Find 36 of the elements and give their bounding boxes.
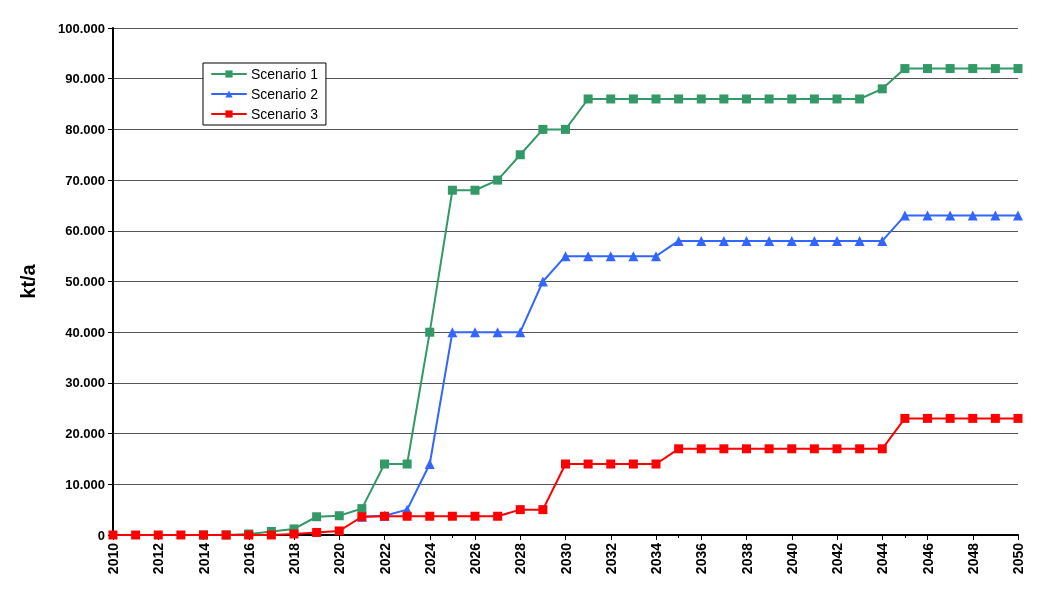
legend-label: Scenario 3 [251,106,319,122]
x-tick-label: 2028 [512,542,529,575]
x-tick-label: 2010 [105,542,121,575]
x-tick-label: 2044 [874,542,891,575]
x-tick-label: 2022 [376,542,393,575]
y-axis-title: kt/a [17,263,39,299]
x-tick-label: 2026 [467,542,483,575]
legend-label: Scenario 2 [251,86,319,102]
y-tick-label: 70.000 [65,172,105,188]
legend-label: Scenario 1 [251,66,319,82]
x-tick-label: 2038 [738,542,755,575]
x-tick-label: 2034 [648,542,664,575]
y-tick-label: 0 [97,527,105,543]
x-tick-label: 2020 [331,542,348,575]
x-tick-label: 2012 [150,542,167,575]
y-tick-label: 80.000 [65,121,105,137]
x-tick-label: 2032 [602,542,619,575]
y-tick-label: 30.000 [65,375,105,391]
x-tick-label: 2046 [919,542,936,575]
x-tick-label: 2048 [964,542,981,575]
y-tick-label: 60.000 [65,223,105,239]
y-tick-label: 90.000 [65,71,105,87]
x-tick-label: 2040 [783,542,800,575]
x-tick-label: 2024 [421,542,438,575]
x-tick-label: 2030 [557,542,574,575]
y-tick-label: 100.000 [58,20,105,36]
x-tick-label: 2042 [829,542,845,575]
x-tick-label: 2036 [693,542,710,575]
x-tick-label: 2014 [195,542,212,575]
y-tick-label: 40.000 [65,324,105,340]
x-tick-label: 2018 [286,542,302,575]
y-tick-label: 50.000 [65,274,105,289]
x-tick-label: 2050 [1010,542,1026,575]
y-tick-label: 10.000 [65,476,105,492]
y-tick-label: 20.000 [65,426,105,442]
x-tick-label: 2016 [240,542,257,575]
